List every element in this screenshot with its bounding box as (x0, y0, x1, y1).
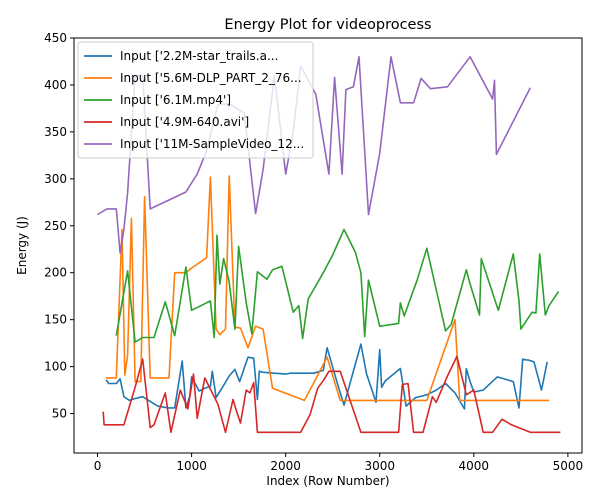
series-line-4 (102, 355, 561, 434)
y-tick-label: 250 (44, 219, 67, 233)
x-tick-label: 1000 (176, 459, 207, 473)
y-tick-label: 50 (52, 407, 67, 421)
legend-label-3: Input ['6.1M.mp4'] (120, 93, 231, 107)
y-tick-label: 450 (44, 31, 67, 45)
series-line-2 (106, 175, 550, 402)
series-line-3 (115, 228, 560, 344)
chart-title: Energy Plot for videoprocess (224, 17, 431, 33)
series-line-1 (105, 343, 548, 410)
legend-label-5: Input ['11M-SampleVideo_12... (120, 137, 304, 151)
legend-box (77, 41, 314, 159)
legend-label-1: Input ['2.2M-star_trails.a... (120, 49, 278, 63)
x-tick-label: 0 (94, 459, 102, 473)
y-axis-ticks: 50 100 150 200 250 300 350 400 450 (44, 31, 74, 421)
x-tick-label: 5000 (553, 459, 584, 473)
y-axis-label: Energy (J) (15, 216, 29, 275)
y-tick-label: 300 (44, 172, 67, 186)
plot-frame (73, 37, 583, 454)
legend-label-4: Input ['4.9M-640.avi'] (120, 115, 249, 129)
y-tick-label: 200 (44, 266, 67, 280)
x-axis-label: Index (Row Number) (266, 474, 389, 488)
y-tick-label: 150 (44, 313, 67, 327)
x-tick-label: 3000 (364, 459, 395, 473)
series-lines (97, 55, 561, 434)
y-tick-label: 400 (44, 78, 67, 92)
legend-label-2: Input ['5.6M-DLP_PART_2_76... (120, 71, 302, 85)
y-tick-label: 350 (44, 125, 67, 139)
x-tick-label: 4000 (459, 459, 490, 473)
x-axis-ticks: 0 1000 2000 3000 4000 5000 (94, 453, 583, 473)
legend: Input ['2.2M-star_trails.a... Input ['5.6… (77, 41, 314, 159)
x-tick-label: 2000 (270, 459, 301, 473)
y-tick-label: 100 (44, 360, 67, 374)
